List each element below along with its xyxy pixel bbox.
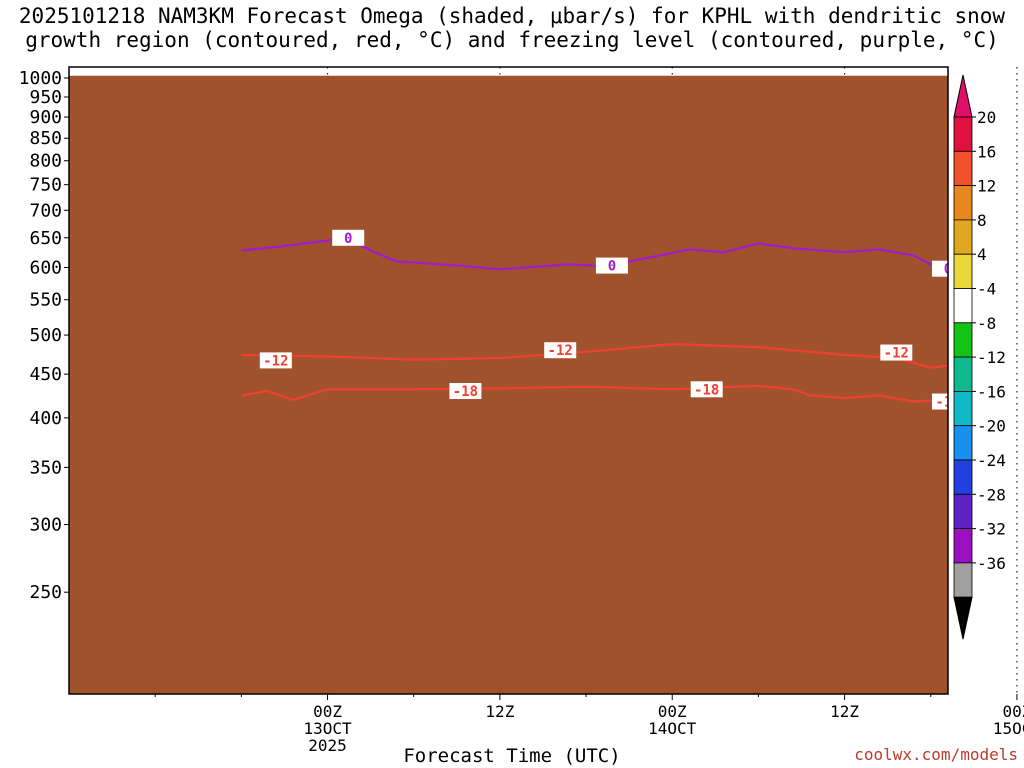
y-tick-label: 300 — [29, 515, 62, 536]
omega-area-downward — [977, 388, 998, 486]
x-axis: 00Z13OCT202512Z00Z14OCT12Z00Z15OCT — [154, 694, 1024, 755]
x-tick-label: 00Z — [658, 702, 687, 721]
colorbar-label: -32 — [977, 520, 1006, 539]
contour-label-bg — [880, 344, 913, 361]
x-tick-label: 12Z — [485, 702, 514, 721]
x-axis-title: Forecast Time (UTC) — [403, 745, 621, 767]
contour-label-bg — [932, 260, 948, 277]
contour-label-bg — [259, 352, 292, 369]
colorbar: 20 16 12 8 4 -4 -8 -12 -16 -20 -24 -28 -32 -36 — [953, 74, 1006, 640]
terrain-fill — [69, 75, 948, 694]
contour-label-bg — [332, 229, 365, 246]
colorbar-segment — [953, 116, 973, 152]
y-tick-label: 800 — [29, 151, 62, 172]
contour-label: 0 — [344, 231, 352, 247]
contour-label-bg — [932, 393, 948, 410]
colorbar-segment — [953, 219, 973, 255]
x-tick-label: 13OCT — [303, 719, 352, 738]
colorbar-segment — [953, 185, 973, 221]
colorbar-label: -8 — [977, 314, 996, 333]
contour-line — [241, 384, 948, 403]
colorbar-label: -36 — [977, 554, 1006, 573]
site-credit: coolwx.com/models — [854, 745, 1018, 764]
colorbar-segment — [953, 425, 973, 461]
colorbar-segment — [953, 528, 973, 564]
colorbar-segment — [953, 288, 973, 324]
colorbar-label: 8 — [977, 211, 987, 230]
colorbar-segment — [953, 562, 973, 598]
x-tick-label: 15OCT — [993, 719, 1024, 738]
colorbar-top-arrow — [953, 74, 973, 118]
contour-label-bg — [690, 381, 723, 398]
y-tick-label: 500 — [29, 325, 62, 346]
colorbar-label: -24 — [977, 451, 1006, 470]
colorbar-label: -16 — [977, 382, 1006, 401]
colorbar-label: -20 — [977, 417, 1006, 436]
y-tick-label: 750 — [29, 175, 62, 196]
contours: -18 -18 -18 -12 -12 -12 0 0 0 — [241, 229, 960, 411]
colorbar-label: -12 — [977, 348, 1006, 367]
colorbar-segment — [953, 390, 973, 427]
y-axis: 2503003504004505005506006507007508008509… — [19, 68, 69, 603]
y-tick-label: 450 — [29, 364, 62, 385]
x-tick-label: 14OCT — [648, 719, 697, 738]
y-tick-label: 1000 — [19, 68, 62, 89]
colorbar-segment — [953, 322, 973, 358]
contour-label-bg — [449, 383, 482, 400]
y-tick-label: 650 — [29, 228, 62, 249]
colorbar-label: 12 — [977, 177, 996, 196]
contour-label: -12 — [884, 346, 909, 362]
plot-frame — [68, 66, 949, 695]
colorbar-label: -4 — [977, 280, 996, 299]
contour-label: -12 — [548, 343, 573, 359]
contour-label: -18 — [935, 395, 960, 411]
contour-label: -12 — [263, 353, 288, 369]
y-tick-label: 950 — [29, 87, 62, 108]
y-tick-label: 250 — [29, 582, 62, 603]
x-tick-label: 12Z — [830, 702, 859, 721]
contour-label: 0 — [944, 262, 952, 278]
chart-title-line-2: growth region (contoured, red, °C) and f… — [25, 28, 999, 52]
contour-line — [241, 236, 948, 271]
chart-title: 2025101218 NAM3KM Forecast Omega (shaded… — [0, 4, 1024, 52]
x-tick-label: 00Z — [313, 702, 342, 721]
terrain — [69, 75, 948, 694]
colorbar-bottom-arrow — [953, 596, 973, 640]
contour-label-bg — [595, 257, 628, 274]
colorbar-label: 4 — [977, 245, 987, 264]
y-tick-label: 700 — [29, 200, 62, 221]
contour-line — [241, 342, 948, 369]
colorbar-segment — [953, 459, 973, 495]
y-tick-label: 900 — [29, 107, 62, 128]
x-tick-label: 2025 — [308, 736, 347, 755]
chart-title-line-1: 2025101218 NAM3KM Forecast Omega (shaded… — [18, 4, 1006, 28]
colorbar-segment — [953, 253, 973, 289]
colorbar-label: 20 — [977, 108, 996, 127]
contour-label: 0 — [608, 259, 616, 275]
colorbar-segment — [953, 493, 973, 529]
colorbar-segment — [953, 356, 973, 392]
contour-label-bg — [544, 342, 577, 359]
x-tick-label: 00Z — [1002, 702, 1024, 721]
colorbar-label: -28 — [977, 485, 1006, 504]
y-tick-label: 850 — [29, 128, 62, 149]
colorbar-label: 16 — [977, 142, 996, 161]
y-tick-label: 600 — [29, 257, 62, 278]
contour-label: -18 — [694, 382, 719, 398]
y-tick-label: 350 — [29, 457, 62, 478]
colorbar-segment — [953, 150, 973, 187]
contour-label: -18 — [453, 384, 478, 400]
y-tick-label: 550 — [29, 290, 62, 311]
y-tick-label: 400 — [29, 408, 62, 429]
omega-area-downward — [996, 275, 1003, 290]
